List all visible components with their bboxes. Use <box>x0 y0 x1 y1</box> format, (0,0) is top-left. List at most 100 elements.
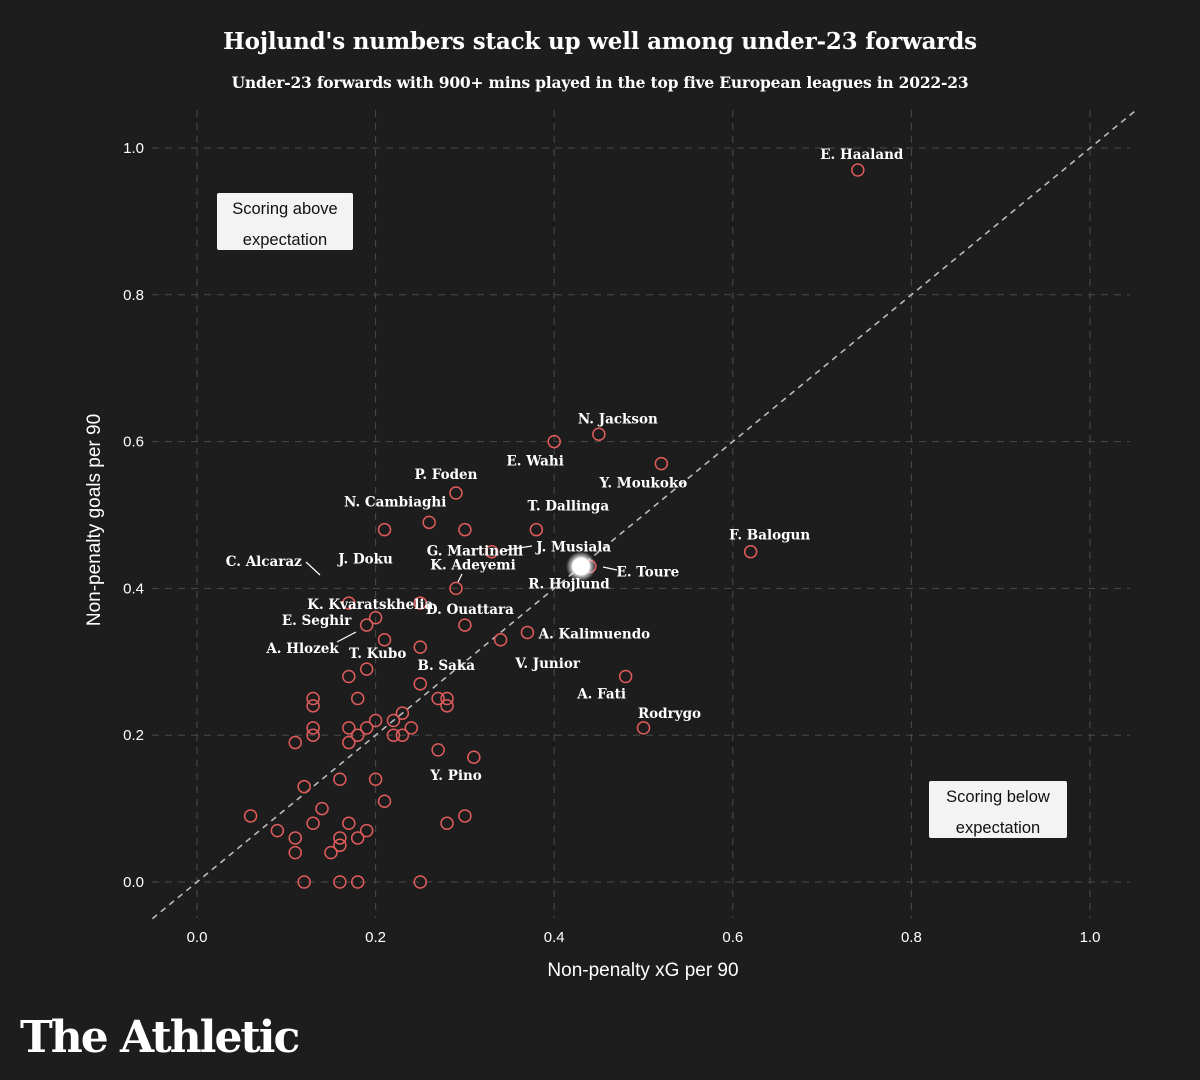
point-label: J. Musiala <box>535 540 611 556</box>
data-point <box>333 875 347 889</box>
point-label: C. Alcaraz <box>226 554 302 570</box>
x-tick-label: 0.8 <box>901 929 922 946</box>
data-point <box>440 699 454 713</box>
annotation-text: Scoring above <box>232 200 338 218</box>
data-point <box>431 691 445 706</box>
data-point <box>395 728 410 742</box>
y-tick-label: 1.0 <box>123 140 144 157</box>
data-point <box>350 831 365 845</box>
leader-line <box>505 545 533 551</box>
data-point <box>377 633 392 647</box>
highlight-point <box>571 557 590 576</box>
x-tick-label: 0.0 <box>187 929 208 946</box>
reference-line <box>151 110 1136 920</box>
data-point <box>618 669 633 684</box>
data-point <box>315 801 329 816</box>
point-label: K. Kvaratskhelia <box>307 597 433 613</box>
leader-line <box>336 631 357 643</box>
data-point <box>306 721 320 735</box>
point-label: T. Dallinga <box>528 499 610 515</box>
data-point <box>359 618 374 632</box>
point-label: T. Kubo <box>349 646 406 662</box>
data-point <box>342 596 356 610</box>
point-label: B. Saka <box>418 658 476 674</box>
x-tick-label: 0.6 <box>722 929 743 946</box>
data-point <box>342 669 356 684</box>
y-equals-x-line <box>151 110 1136 920</box>
data-point <box>288 735 302 750</box>
point-label: P. Foden <box>414 467 477 483</box>
data-point <box>467 750 481 764</box>
data-point <box>359 721 374 735</box>
x-tick-label: 0.2 <box>365 929 386 946</box>
data-point <box>324 845 338 860</box>
data-point <box>547 434 561 449</box>
data-point <box>270 823 285 838</box>
point-label: N. Jackson <box>578 411 658 427</box>
point-label: E. Seghir <box>282 613 352 629</box>
data-point <box>306 728 320 742</box>
leader-line <box>305 561 321 576</box>
y-tick-label: 0.4 <box>123 580 144 597</box>
data-point <box>484 544 499 559</box>
data-point <box>342 735 356 750</box>
point-labels: E. Haaland N. Jackson E. Wahi Y. Moukoko P. … <box>226 147 904 784</box>
axis-ticks: 0.0 0.2 0.4 0.6 0.8 1.0 0.0 0.2 0.4 0.6 0.8 1.0 Non-… <box>84 140 1100 981</box>
data-point <box>359 823 374 838</box>
chart-title: Hojlund's numbers stack up well among un… <box>223 28 977 55</box>
annotations: Scoring above expectation Scoring below exp… <box>217 193 1067 838</box>
point-label: F. Balogun <box>729 528 810 544</box>
data-point <box>333 831 347 845</box>
data-point <box>297 779 311 794</box>
data-point <box>458 522 472 537</box>
data-point <box>449 581 463 596</box>
data-point <box>395 706 410 720</box>
x-axis-title: Non-penalty xG per 90 <box>547 960 738 981</box>
annotation-text: expectation <box>956 819 1040 837</box>
point-label: E. Wahi <box>507 454 564 470</box>
data-point <box>413 677 427 691</box>
chart-subtitle: Under-23 forwards with 900+ mins played … <box>231 73 969 92</box>
y-tick-label: 0.6 <box>123 434 144 451</box>
point-label: K. Adeyemi <box>430 557 515 573</box>
data-point <box>413 640 427 654</box>
data-point <box>386 713 401 728</box>
data-point <box>458 809 472 823</box>
data-point <box>520 625 535 640</box>
data-point <box>529 522 544 537</box>
data-point <box>743 544 758 559</box>
x-tick-label: 0.4 <box>544 929 565 946</box>
data-point <box>377 522 392 537</box>
leader-line <box>602 566 618 571</box>
data-point <box>368 611 383 625</box>
data-point <box>359 662 374 676</box>
data-point <box>306 699 320 713</box>
data-point <box>404 721 419 735</box>
annotation-text: Scoring below <box>946 788 1050 806</box>
y-tick-label: 0.8 <box>123 287 144 304</box>
data-point <box>368 772 383 786</box>
point-label: D. Ouattara <box>426 602 514 618</box>
point-label: Rodrygo <box>638 706 701 722</box>
annotation-box <box>217 193 353 250</box>
data-point <box>440 816 454 831</box>
data-point <box>306 691 320 706</box>
leader-line <box>457 573 463 583</box>
data-point <box>342 816 356 831</box>
data-point <box>851 163 865 177</box>
point-label: G. Martinelli <box>427 544 523 560</box>
data-point <box>493 633 508 647</box>
point-label: N. Cambiaghi <box>344 494 446 510</box>
data-point <box>333 772 347 786</box>
point-label: A. Fati <box>576 686 626 702</box>
data-point <box>368 713 383 728</box>
data-point <box>458 618 472 632</box>
point-label: J. Doku <box>337 552 393 568</box>
data-point <box>413 875 427 889</box>
y-tick-label: 0.0 <box>123 874 144 891</box>
data-point <box>333 838 347 853</box>
data-point <box>342 721 356 735</box>
brand-logo: The Athletic <box>20 1012 300 1063</box>
annotation-text: expectation <box>243 231 327 249</box>
